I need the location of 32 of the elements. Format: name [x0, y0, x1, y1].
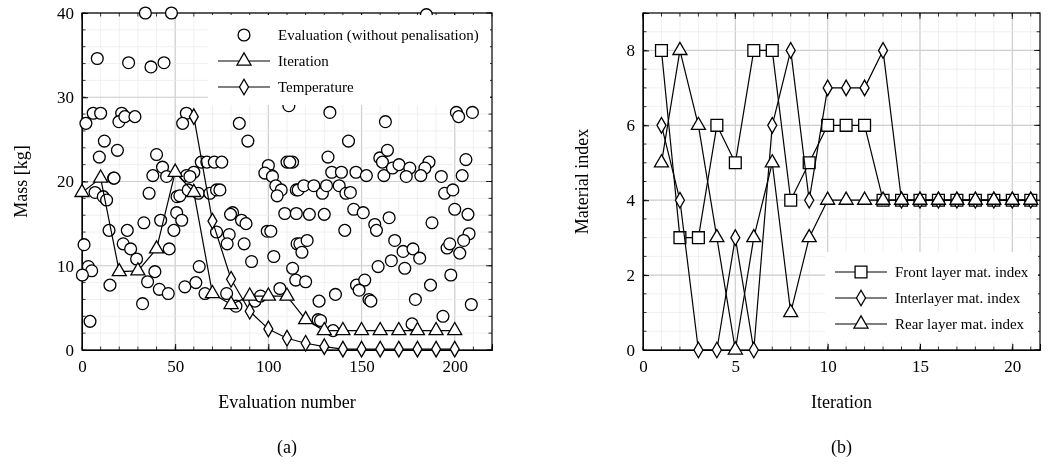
legend-label: Evaluation (without penalisation) — [278, 27, 479, 44]
x-tick-label: 0 — [639, 357, 648, 377]
y-axis-title: Material index — [572, 128, 592, 235]
y-tick-label: 30 — [57, 88, 74, 108]
y-tick-label: 4 — [626, 191, 636, 211]
x-tick-label: 10 — [819, 357, 837, 377]
x-axis-title: Evaluation number — [218, 392, 356, 412]
y-tick-label: 10 — [57, 256, 74, 276]
x-axis-title: Iteration — [811, 392, 872, 412]
legend-label: Front layer mat. index — [895, 264, 1029, 280]
legend-label: Interlayer mat. index — [895, 290, 1021, 306]
x-tick-label: 15 — [911, 357, 929, 377]
x-tick-label: 0 — [78, 357, 87, 377]
y-tick-label: 40 — [57, 3, 74, 23]
x-tick-label: 5 — [731, 357, 741, 377]
x-tick-label: 50 — [167, 357, 185, 377]
y-axis-title: Mass [kg] — [11, 145, 31, 218]
y-tick-label: 2 — [626, 266, 635, 286]
legend-label: Rear layer mat. index — [895, 316, 1025, 332]
y-tick-label: 20 — [57, 172, 74, 192]
y-tick-label: 0 — [65, 340, 74, 360]
legend-label: Temperature — [278, 79, 354, 95]
text: (b) — [831, 437, 852, 458]
y-tick-label: 8 — [626, 41, 635, 61]
x-tick-label: 20 — [1004, 357, 1022, 377]
x-tick-label: 150 — [349, 357, 375, 377]
legend-label: Iteration — [278, 53, 330, 69]
text: (a) — [277, 437, 297, 458]
y-tick-label: 0 — [626, 340, 635, 360]
y-tick-label: 6 — [626, 116, 635, 136]
x-tick-label: 200 — [442, 357, 468, 377]
x-tick-label: 100 — [256, 357, 282, 377]
